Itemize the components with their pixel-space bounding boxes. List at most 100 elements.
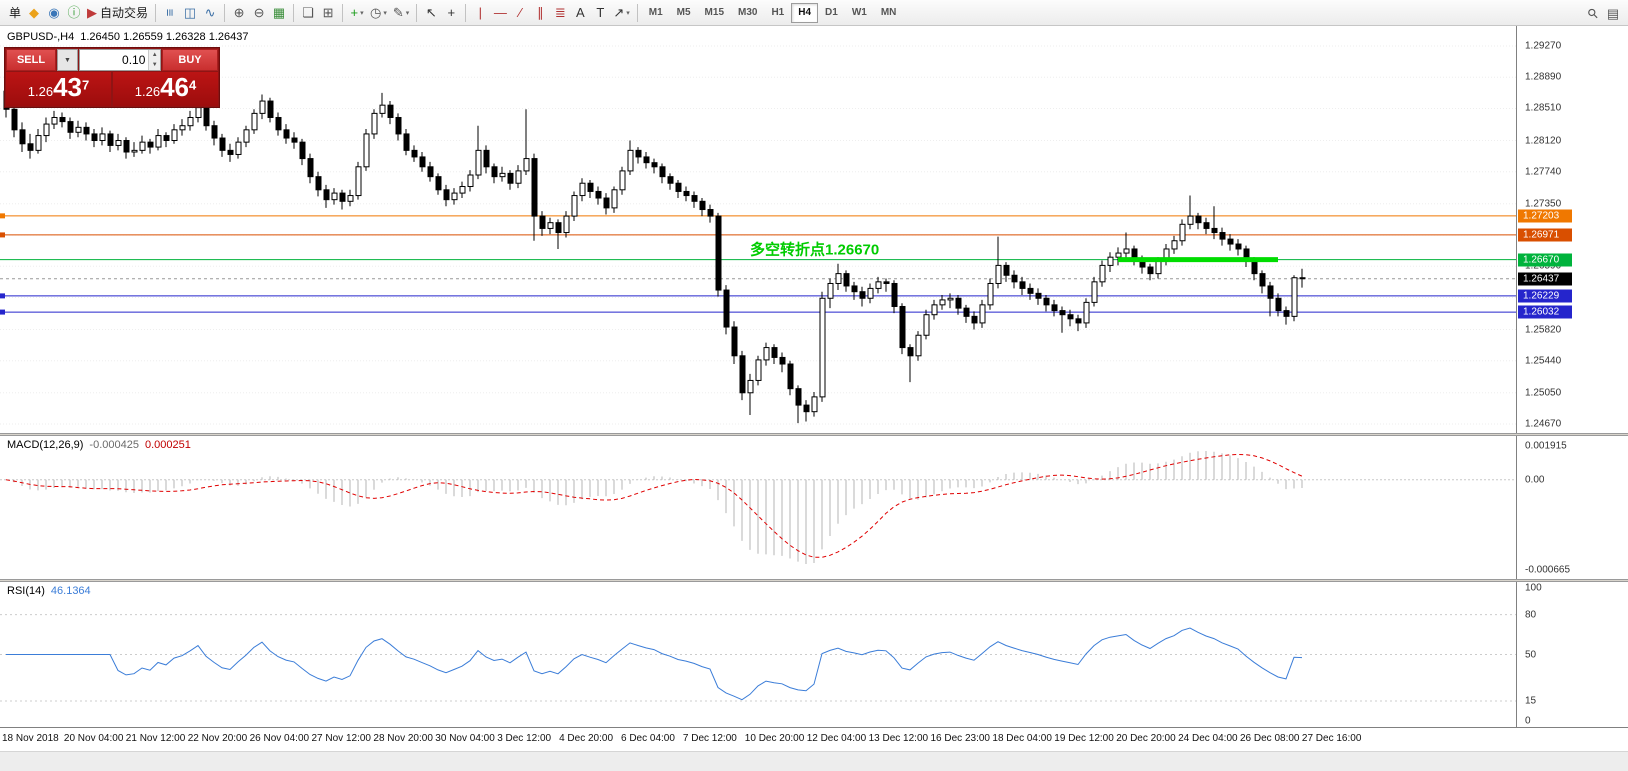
sell-price-display[interactable]: 1.26437	[6, 72, 111, 106]
candle	[107, 130, 114, 153]
volume-increase-button[interactable]: ▲	[149, 50, 160, 60]
autotrading-button[interactable]: ▶ 自动交易	[84, 2, 151, 24]
candle	[1243, 245, 1250, 268]
candle	[795, 385, 802, 424]
time-axis-label: 3 Dec 12:00	[497, 733, 552, 744]
timeframe-button-d1[interactable]: D1	[818, 3, 845, 23]
candle-body	[1171, 240, 1178, 250]
bar-chart-icon[interactable]: ≡	[160, 2, 180, 24]
time-axis-label: 27 Dec 16:00	[1301, 733, 1362, 744]
main-chart-canvas[interactable]: 多空转折点1.26670	[0, 26, 1516, 433]
shapes-tool[interactable]: ↗ ▾	[610, 2, 632, 24]
candle-body	[1147, 266, 1154, 275]
time-axis[interactable]: 18 Nov 2018 20 Nov 04:00 21 Nov 12:00 22 No…	[0, 727, 1628, 751]
horizontal-line-tool[interactable]: —	[490, 2, 510, 24]
price-axis[interactable]: 1.29270 1.28890 1.28510 1.28120 1.27740 1.273…	[1516, 26, 1628, 751]
candle-body	[923, 314, 930, 336]
line-chart-icon[interactable]: ∿	[200, 2, 220, 24]
candle	[243, 125, 250, 148]
candle	[1211, 206, 1218, 240]
pivot-annotation-text[interactable]: 多空转折点1.26670	[750, 241, 879, 259]
grid-toggle-button[interactable]: ▦	[269, 2, 289, 24]
search-icon[interactable]: ⚲	[1583, 2, 1603, 24]
zoom-out-button[interactable]: ⊖	[249, 2, 269, 24]
line-selection-handle[interactable]	[0, 293, 5, 299]
vertical-line-tool[interactable]: |	[470, 2, 490, 24]
candle-body	[1075, 318, 1082, 324]
timeframe-button-m5[interactable]: M5	[670, 3, 698, 23]
rsi-panel-canvas[interactable]	[0, 582, 1516, 727]
timeframe-button-m30[interactable]: M30	[731, 3, 764, 23]
templates-button[interactable]: ✎ ▾	[390, 2, 412, 24]
line-selection-handle[interactable]	[0, 232, 5, 238]
candle	[83, 122, 90, 141]
candle	[1227, 234, 1234, 251]
buy-price-display[interactable]: 1.26464	[113, 72, 218, 106]
panel-separator[interactable]	[0, 579, 1628, 582]
candle	[787, 360, 794, 396]
candle	[859, 286, 866, 307]
candle-body	[1211, 227, 1218, 234]
candle	[11, 104, 18, 138]
cursor-tool-button[interactable]: ↖	[421, 2, 441, 24]
horizontal-line-tool-glyph: —	[493, 5, 507, 20]
candle	[771, 344, 778, 365]
candle	[75, 120, 82, 138]
candle-body	[283, 129, 290, 139]
timeframe-button-m15[interactable]: M15	[698, 3, 731, 23]
candle-body	[115, 140, 122, 146]
crosshair-tool-button[interactable]: +	[441, 2, 461, 24]
panel-separator[interactable]	[0, 433, 1628, 436]
channel-tool[interactable]: ∥	[530, 2, 550, 24]
time-axis-label: 26 Dec 08:00	[1240, 733, 1300, 744]
line-selection-handle[interactable]	[0, 309, 5, 315]
candle-body	[259, 100, 266, 114]
timeframe-button-m1[interactable]: M1	[642, 3, 670, 23]
cascade-windows-icon[interactable]: ⊞	[318, 2, 338, 24]
mql5-market-icon-glyph: ◆	[29, 5, 40, 20]
layers-icon[interactable]: ▤	[1603, 2, 1623, 24]
symbol-name: GBPUSD-,H4	[7, 31, 75, 43]
buy-button[interactable]: BUY	[162, 49, 218, 71]
candle-body	[635, 149, 642, 158]
macd-panel-canvas[interactable]	[0, 436, 1516, 579]
candle-body	[51, 116, 58, 125]
fibonacci-tool[interactable]: ≣	[550, 2, 570, 24]
timeframe-button-h4[interactable]: H4	[791, 2, 819, 23]
volume-decrease-button[interactable]: ▼	[149, 60, 160, 70]
text-tool[interactable]: A	[570, 2, 590, 24]
new-chart-button[interactable]: + ▾	[347, 2, 367, 24]
sell-button[interactable]: SELL	[6, 49, 56, 71]
candle-body	[731, 326, 738, 357]
info-icon[interactable]: ⓘ	[64, 2, 84, 24]
timeframe-button-mn[interactable]: MN	[874, 3, 904, 23]
new-chart-glyph: +	[350, 5, 359, 20]
community-icon[interactable]: ◉	[44, 2, 64, 24]
line-selection-handle[interactable]	[0, 213, 5, 219]
order-type-dropdown[interactable]: ▼	[57, 49, 78, 71]
profiles-button[interactable]: ◷ ▾	[367, 2, 390, 24]
timeframe-button-w1[interactable]: W1	[845, 3, 874, 23]
candle	[363, 128, 370, 171]
zoom-in-glyph: ⊕	[233, 5, 245, 20]
candle	[667, 173, 674, 190]
label-tool[interactable]: T	[590, 2, 610, 24]
timeframe-button-h1[interactable]: H1	[764, 3, 791, 23]
candle	[947, 293, 954, 309]
chevron-down-icon: ▾	[405, 9, 410, 17]
candle	[51, 110, 58, 129]
candle-body	[619, 170, 626, 191]
mql5-market-icon[interactable]: ◆	[24, 2, 44, 24]
tile-windows-icon[interactable]: ❏	[298, 2, 318, 24]
volume-input[interactable]	[79, 50, 149, 70]
candle	[1219, 227, 1226, 246]
candle	[99, 127, 106, 146]
new-order-button[interactable]: 单	[3, 2, 24, 24]
candle-body	[755, 359, 762, 381]
trendline-tool[interactable]: ∕	[510, 2, 530, 24]
zoom-in-button[interactable]: ⊕	[229, 2, 249, 24]
rsi-axis-label: 80	[1525, 609, 1537, 621]
candlestick-chart-icon[interactable]: ◫	[180, 2, 200, 24]
layers-icon-glyph: ▤	[1606, 5, 1620, 21]
time-axis-label: 18 Dec 04:00	[992, 733, 1052, 744]
